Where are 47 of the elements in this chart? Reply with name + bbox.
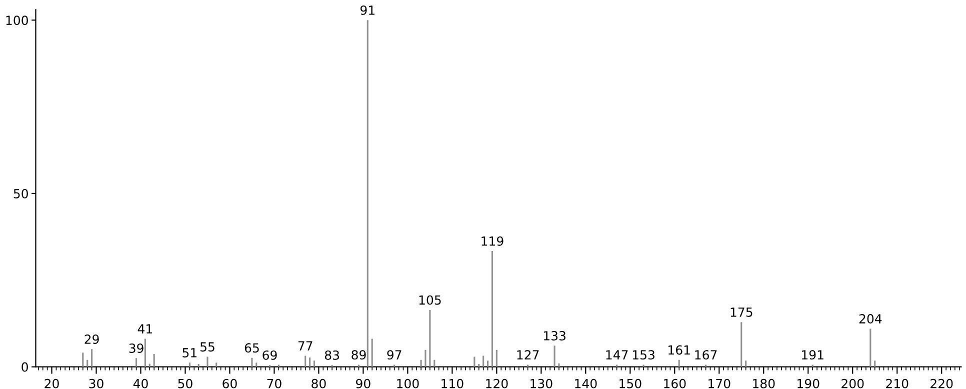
annotation: 133 <box>544 331 566 340</box>
annotation: 39 <box>129 344 144 353</box>
annotation: 161 <box>668 345 690 355</box>
x-tick-label: 180 <box>753 378 775 388</box>
annotation: 91 <box>360 5 374 15</box>
x-tick-label: 190 <box>798 378 820 388</box>
y-tick-label: 0 <box>22 362 28 372</box>
annotation: 77 <box>298 341 312 350</box>
x-tick-label: 200 <box>842 378 864 388</box>
annotation: 119 <box>482 236 504 246</box>
annotation: 204 <box>859 314 882 324</box>
annotation: 41 <box>138 324 152 334</box>
x-tick-label: 220 <box>930 378 953 388</box>
annotation: 97 <box>387 350 402 360</box>
x-tick-label: 40 <box>133 378 148 388</box>
x-tick-label: 30 <box>89 378 104 388</box>
y-tick-label: 100 <box>6 16 28 26</box>
annotation: 127 <box>517 350 539 360</box>
annotation: 89 <box>352 350 366 360</box>
annotation: 167 <box>695 350 717 360</box>
x-tick-label: 80 <box>312 378 326 388</box>
x-tick-label: 50 <box>178 378 192 388</box>
annotation: 51 <box>182 348 196 358</box>
y-tick-label: 50 <box>14 188 28 198</box>
x-tick-label: 20 <box>44 378 59 388</box>
annotation: 69 <box>262 350 277 360</box>
annotation: 65 <box>244 343 259 353</box>
x-tick-label: 100 <box>397 378 419 388</box>
x-tick-label: 140 <box>575 378 597 388</box>
annotation: 29 <box>84 334 99 344</box>
x-tick-label: 70 <box>267 378 282 388</box>
x-tick-label: 60 <box>222 378 237 388</box>
x-tick-label: 130 <box>530 378 552 388</box>
x-tick-label: 170 <box>708 378 730 388</box>
annotation: 83 <box>324 350 340 360</box>
x-tick-label: 120 <box>486 378 508 388</box>
x-tick-label: 110 <box>442 378 464 388</box>
x-tick-label: 210 <box>886 378 908 388</box>
x-tick-label: 150 <box>620 378 642 388</box>
annotation: 175 <box>730 308 752 317</box>
annotation: 55 <box>200 342 214 352</box>
x-tick-label: 160 <box>664 378 686 388</box>
annotation: 153 <box>632 350 654 360</box>
x-tick-label: 90 <box>356 378 370 388</box>
annotation: 191 <box>802 350 824 360</box>
annotation: 147 <box>606 350 628 360</box>
annotation: 105 <box>419 295 441 305</box>
